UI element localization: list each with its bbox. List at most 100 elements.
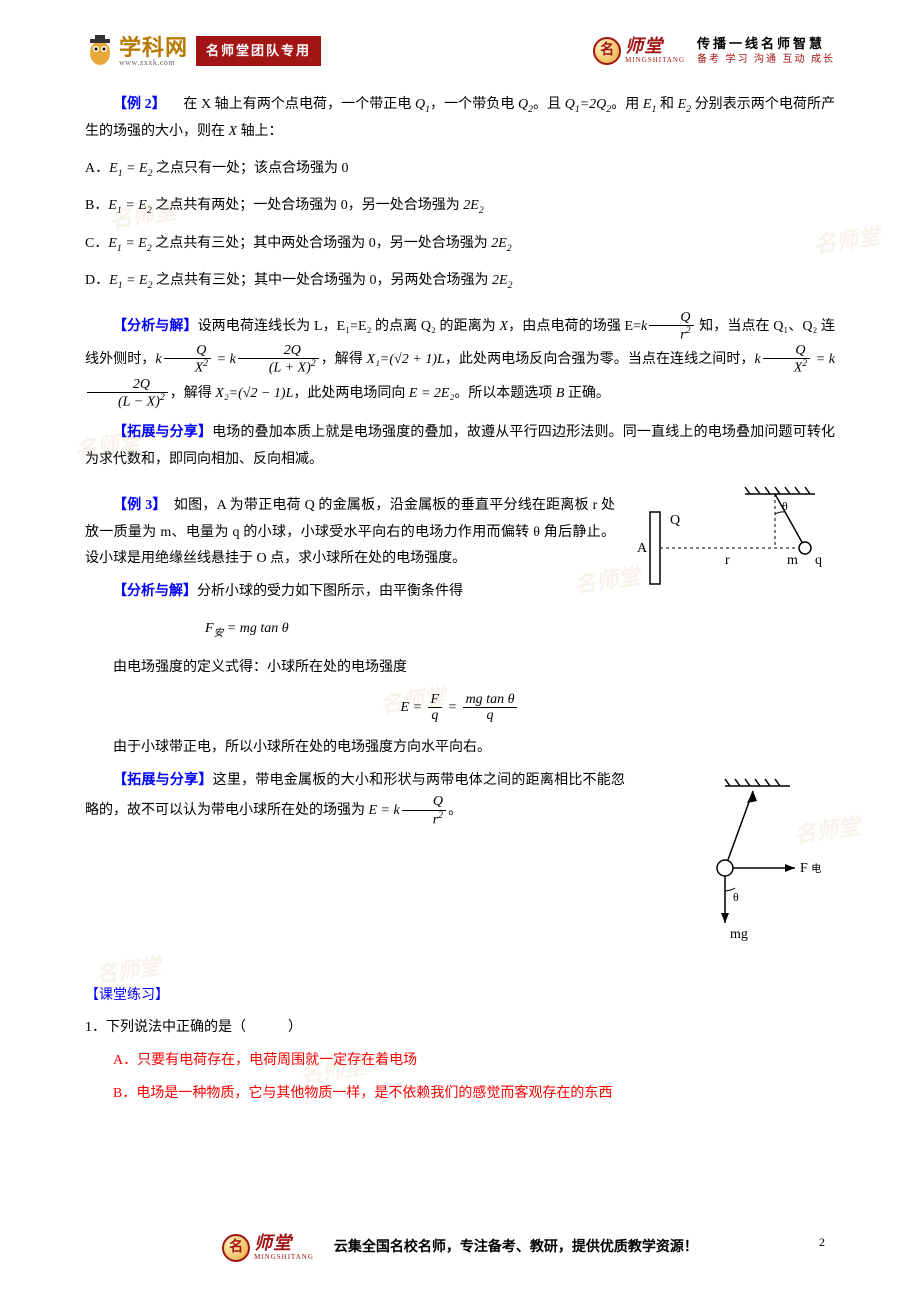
option-d: D．E1 = E2 之点共有三处；其中一处合场强为 0，另两处合场强为 2E2 [85,268,835,295]
q1-num: 1． [85,1020,106,1035]
optC-text: 之点共有三处；其中两处合场强为 0，另一处合场强为 [152,236,492,251]
analysis2: 【分析与解】设两电荷连线长为 L，E₁=E₂ 的点离 Q₂ 的距离为 X，由点电… [85,310,835,410]
an2-text-b: ，由点电荷的场强 E= [508,319,641,334]
practice-q1: 1．下列说法中正确的是（ ） [85,1015,835,1042]
label-Q: Q [670,513,680,528]
footer-mst-logo: 名 师堂 MINGSHITANG [222,1234,314,1262]
an2-text-d2: ，解得 [170,385,216,400]
footer-text: 云集全国名校名师，专注备考、教研，提供优质教学资源！ [334,1235,698,1262]
q1-var: Q1 [415,97,430,112]
example2-tag: 【例 2】 [113,97,166,112]
mst-title: 师堂 [625,37,685,57]
ex2-and: 和 [656,97,677,112]
mst-pinyin: MINGSHITANG [625,57,685,65]
x-var: X [229,124,238,139]
x2-eq: X₂=(√2 − 1)L [215,385,293,400]
two-e2: 2E2 [491,236,511,251]
an2-text-g: 。所以本题选项 [454,385,556,400]
optA-text: 之点只有一处；该点合场强为 0 [153,161,349,176]
label-F: F 电 [800,861,821,876]
mst-logo: 名 师堂 MINGSHITANG [593,37,685,65]
logo-title: 学科网 [119,37,188,59]
e-equality: E1 = E2 [109,161,152,176]
ex2-text-c: 。且 [533,97,565,112]
practice-q1-a: A．只要有电荷存在，电荷周围就一定存在着电场 [85,1048,835,1075]
label-r: r [725,553,730,568]
analysis3-b: 由电场强度的定义式得：小球所在处的电场强度 [85,655,835,682]
diagram-plate-ball: Q A r m q θ [625,484,835,604]
option-a: A．E1 = E2 之点只有一处；该点合场强为 0 [85,156,835,183]
optB-text: 之点共有两处；一处合场强为 0，另一处合场强为 [152,198,464,213]
example2-intro: 【例 2】 在 X 轴上有两个点电荷，一个带正电 Q1，一个带负电 Q2。且 Q… [85,92,835,146]
e1-var: E1 [643,97,656,112]
option-b: B．E1 = E2 之点共有两处；一处合场强为 0，另一处合场强为 2E2 [85,193,835,220]
equation-e-def: E = Fq = mg tan θq [85,692,835,724]
label-theta2: θ [733,890,739,904]
share3-text-b: 。 [448,803,462,818]
an2-text-e: ，此处两电场反向合强为零。当点在连线之间时， [445,352,755,367]
share2-tag: 【拓展与分享】 [113,425,212,440]
ex2-text-a: 在 X 轴上有两个点电荷，一个带正电 [169,97,415,112]
q1-text: 下列说法中正确的是（ ） [106,1020,302,1035]
eq-outer: kQX2 = k2Q(L + X)2 [155,352,320,367]
optD-text: 之点共有三处；其中一处合场强为 0，另两处合场强为 [153,273,493,288]
x-var: X [500,319,509,334]
page-footer: 名 师堂 MINGSHITANG 云集全国名校名师，专注备考、教研，提供优质教学… [0,1234,920,1262]
two-e2: 2E2 [492,273,512,288]
slogan-main: 传播一线名师智慧 [697,36,835,53]
label-A: A [637,541,648,556]
optC-prefix: C． [85,236,108,251]
page-header: 学科网 www.zxxk.com 名师堂团队专用 名 师堂 MINGSHITAN… [85,35,835,67]
q1b-text: B．电场是一种物质，它与其他物质一样，是不依赖我们的感觉而客观存在的东西 [85,1086,612,1101]
x1-eq: X₁=(√2 + 1)L [367,352,445,367]
e2-var: E2 [678,97,691,112]
practice-header: 【课堂练习】 [85,983,835,1010]
two-e2: 2E2 [463,198,483,213]
footer-mst-title: 师堂 [254,1234,314,1254]
share2: 【拓展与分享】电场的叠加本质上就是电场强度的叠加，故遵从平行四边形法则。同一直线… [85,420,835,473]
an2-text-h: 正确。 [564,385,610,400]
xueke-logo: 学科网 www.zxxk.com [85,35,188,67]
ex3-text: 如图，A 为带正电荷 Q 的金属板，沿金属板的垂直平分线在距离板 r 处放一质量… [85,498,615,566]
eq-kqr2: kQr2 [641,319,696,334]
ex2-text-f: 轴上： [237,124,283,139]
mst-circle-icon: 名 [222,1234,250,1262]
optB-prefix: B． [85,198,108,213]
diagram-force: F 电 mg θ [635,773,835,953]
option-c: C．E1 = E2 之点共有三处；其中两处合场强为 0，另一处合场强为 2E2 [85,231,835,258]
e-equality: E1 = E2 [108,198,151,213]
label-mg: mg [730,927,748,942]
footer-mst-pinyin: MINGSHITANG [254,1254,314,1262]
an2-text-f: ，此处两电场同向 [293,385,409,400]
q-eq: Q1=2Q2 [565,97,612,112]
e-eq-2e2: E = 2E₂ [409,385,454,400]
an3-text-a: 分析小球的受力如下图所示，由平衡条件得 [197,584,463,599]
optD-prefix: D． [85,273,109,288]
slogan-sub: 备考 学习 沟通 互动 成长 [697,53,835,66]
ex2-text-b: ，一个带负电 [430,97,518,112]
logo-url: www.zxxk.com [119,59,188,67]
e-equality: E1 = E2 [108,236,151,251]
page-content: 【例 2】 在 X 轴上有两个点电荷，一个带正电 Q1，一个带负电 Q2。且 Q… [85,92,835,1107]
analysis3-tag: 【分析与解】 [113,584,197,599]
practice-q1-b: B．电场是一种物质，它与其他物质一样，是不依赖我们的感觉而客观存在的东西 [85,1081,835,1108]
q2-var: Q2 [518,97,533,112]
eq-kqr2-wrong: E = kQr2 [369,803,449,818]
an2-text-a: 设两电荷连线长为 L，E₁=E₂ 的点离 Q₂ 的距离为 [198,319,500,334]
ex2-text-d: 。用 [611,97,643,112]
share3-tag: 【拓展与分享】 [113,773,213,788]
analysis3-c: 由于小球带正电，所以小球所在处的电场强度方向水平向右。 [85,735,835,762]
example3-tag: 【例 3】 [113,498,160,513]
header-slogan: 传播一线名师智慧 备考 学习 沟通 互动 成长 [697,36,835,66]
page-number: 2 [819,1231,825,1254]
equation-f-safe: F安 = mg tan θ [85,616,835,643]
header-left: 学科网 www.zxxk.com 名师堂团队专用 [85,35,321,67]
header-right: 名 师堂 MINGSHITANG 传播一线名师智慧 备考 学习 沟通 互动 成长 [593,36,835,66]
e-equality: E1 = E2 [109,273,152,288]
label-theta: θ [782,499,788,513]
team-badge: 名师堂团队专用 [196,36,321,67]
analysis2-tag: 【分析与解】 [113,319,198,334]
owl-icon [85,35,115,67]
an2-text-d: ，解得 [321,352,367,367]
mst-circle-icon: 名 [593,37,621,65]
